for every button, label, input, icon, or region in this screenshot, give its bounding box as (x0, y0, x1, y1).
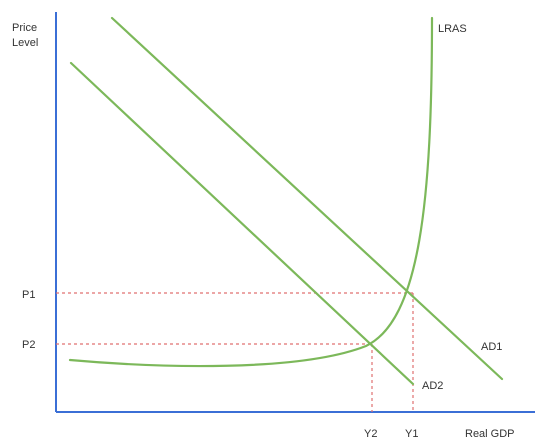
lras-label: LRAS (438, 23, 467, 35)
ad1-curve (110, 16, 504, 381)
lras-curve (68, 16, 434, 368)
x-axis-label: Real GDP (465, 428, 515, 439)
y-axis-label-line2: Level (12, 37, 38, 49)
y-axis-label-line1: Price (12, 22, 37, 34)
y2-label: Y2 (364, 428, 377, 439)
p2-label: P2 (22, 339, 35, 351)
ad2-curve (69, 61, 415, 386)
y1-label: Y1 (405, 428, 418, 439)
ad2-label: AD2 (422, 380, 443, 392)
p1-label: P1 (22, 289, 35, 301)
ad1-label: AD1 (481, 341, 502, 353)
